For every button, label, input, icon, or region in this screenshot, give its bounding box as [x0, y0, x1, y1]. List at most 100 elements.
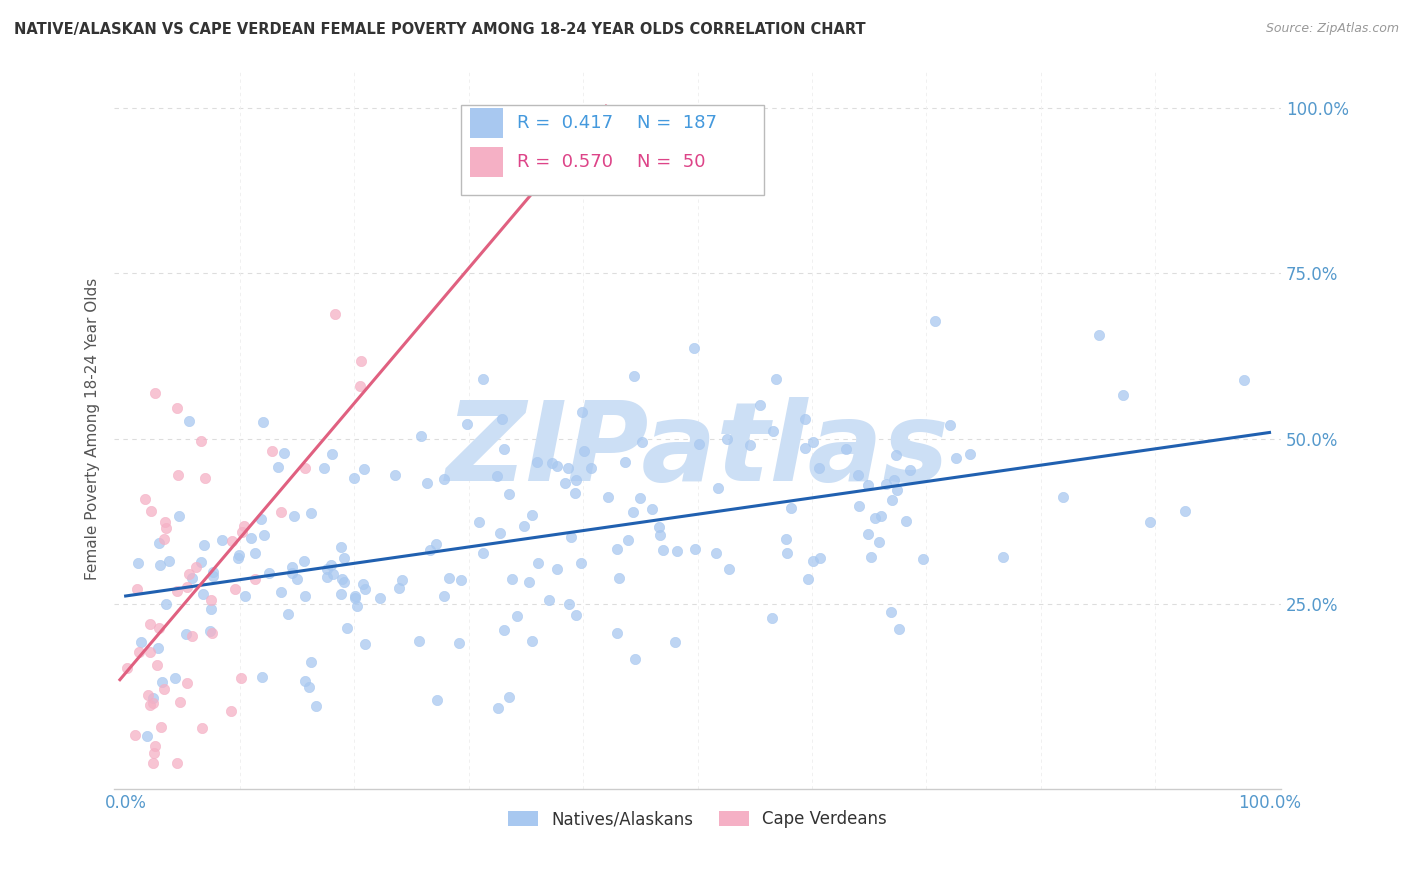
Point [262, 443, 284, 458]
Point [623, 369, 645, 384]
Point [280, 566, 302, 580]
Point [468, 516, 491, 530]
Point [294, 460, 316, 475]
Point [884, 449, 907, 463]
Point [323, 307, 346, 321]
Point [384, 467, 406, 482]
Point [411, 429, 433, 443]
Point [765, 372, 787, 386]
Point [425, 537, 447, 551]
Point [808, 551, 831, 566]
Point [613, 455, 636, 469]
Point [243, 546, 266, 560]
Point [498, 690, 520, 704]
Point [321, 447, 343, 461]
Point [153, 682, 176, 697]
Point [143, 746, 166, 760]
Point [142, 697, 165, 711]
Point [299, 506, 322, 520]
Point [883, 473, 905, 487]
Point [283, 509, 305, 524]
Point [748, 398, 770, 412]
Point [231, 525, 253, 540]
Point [165, 671, 187, 685]
FancyBboxPatch shape [461, 104, 763, 194]
Point [571, 405, 593, 419]
Point [450, 573, 472, 587]
Point [1052, 490, 1074, 504]
Point [285, 572, 308, 586]
Point [554, 475, 576, 490]
Point [134, 492, 156, 507]
Point [370, 591, 392, 605]
Point [322, 567, 344, 582]
Point [233, 589, 256, 603]
Point [143, 386, 166, 401]
Point [491, 411, 513, 425]
Point [526, 455, 548, 469]
Point [501, 572, 523, 586]
Point [316, 562, 339, 576]
Point [149, 558, 172, 572]
Point [456, 417, 478, 432]
Point [623, 652, 645, 666]
Point [621, 505, 644, 519]
Point [354, 582, 377, 596]
Point [174, 627, 197, 641]
Point [648, 528, 671, 542]
Point [305, 699, 328, 714]
Point [564, 473, 586, 487]
Point [688, 437, 710, 451]
Point [886, 483, 908, 498]
Point [506, 608, 529, 623]
Bar [470, 147, 503, 178]
Point [139, 503, 162, 517]
Text: R =  0.417: R = 0.417 [517, 114, 613, 132]
Point [181, 628, 204, 642]
Point [270, 505, 292, 519]
Point [329, 540, 352, 554]
Point [641, 501, 664, 516]
Point [664, 635, 686, 649]
Point [546, 459, 568, 474]
Point [166, 584, 188, 599]
Point [224, 582, 246, 597]
Point [416, 476, 439, 491]
Point [266, 460, 288, 475]
Point [177, 414, 200, 428]
Point [352, 576, 374, 591]
Point [115, 661, 138, 675]
Point [858, 527, 880, 541]
Point [200, 593, 222, 607]
Point [894, 514, 917, 528]
Point [437, 571, 460, 585]
Point [564, 486, 586, 500]
Point [793, 412, 815, 426]
Point [898, 463, 921, 477]
Point [343, 470, 366, 484]
Point [807, 461, 830, 475]
Point [718, 562, 741, 576]
Point [143, 739, 166, 753]
Point [761, 424, 783, 438]
Point [142, 690, 165, 705]
Point [1112, 388, 1135, 402]
Point [229, 671, 252, 685]
Point [201, 626, 224, 640]
Point [557, 461, 579, 475]
Point [167, 508, 190, 523]
Point [869, 509, 891, 524]
Point [257, 566, 280, 580]
Point [1087, 327, 1109, 342]
Point [353, 462, 375, 476]
Point [598, 490, 620, 504]
Point [250, 670, 273, 684]
Point [142, 756, 165, 770]
Point [169, 695, 191, 709]
Point [520, 634, 543, 648]
Point [314, 461, 336, 475]
Point [631, 435, 654, 450]
Point [294, 589, 316, 603]
Point [166, 756, 188, 770]
Point [761, 610, 783, 624]
